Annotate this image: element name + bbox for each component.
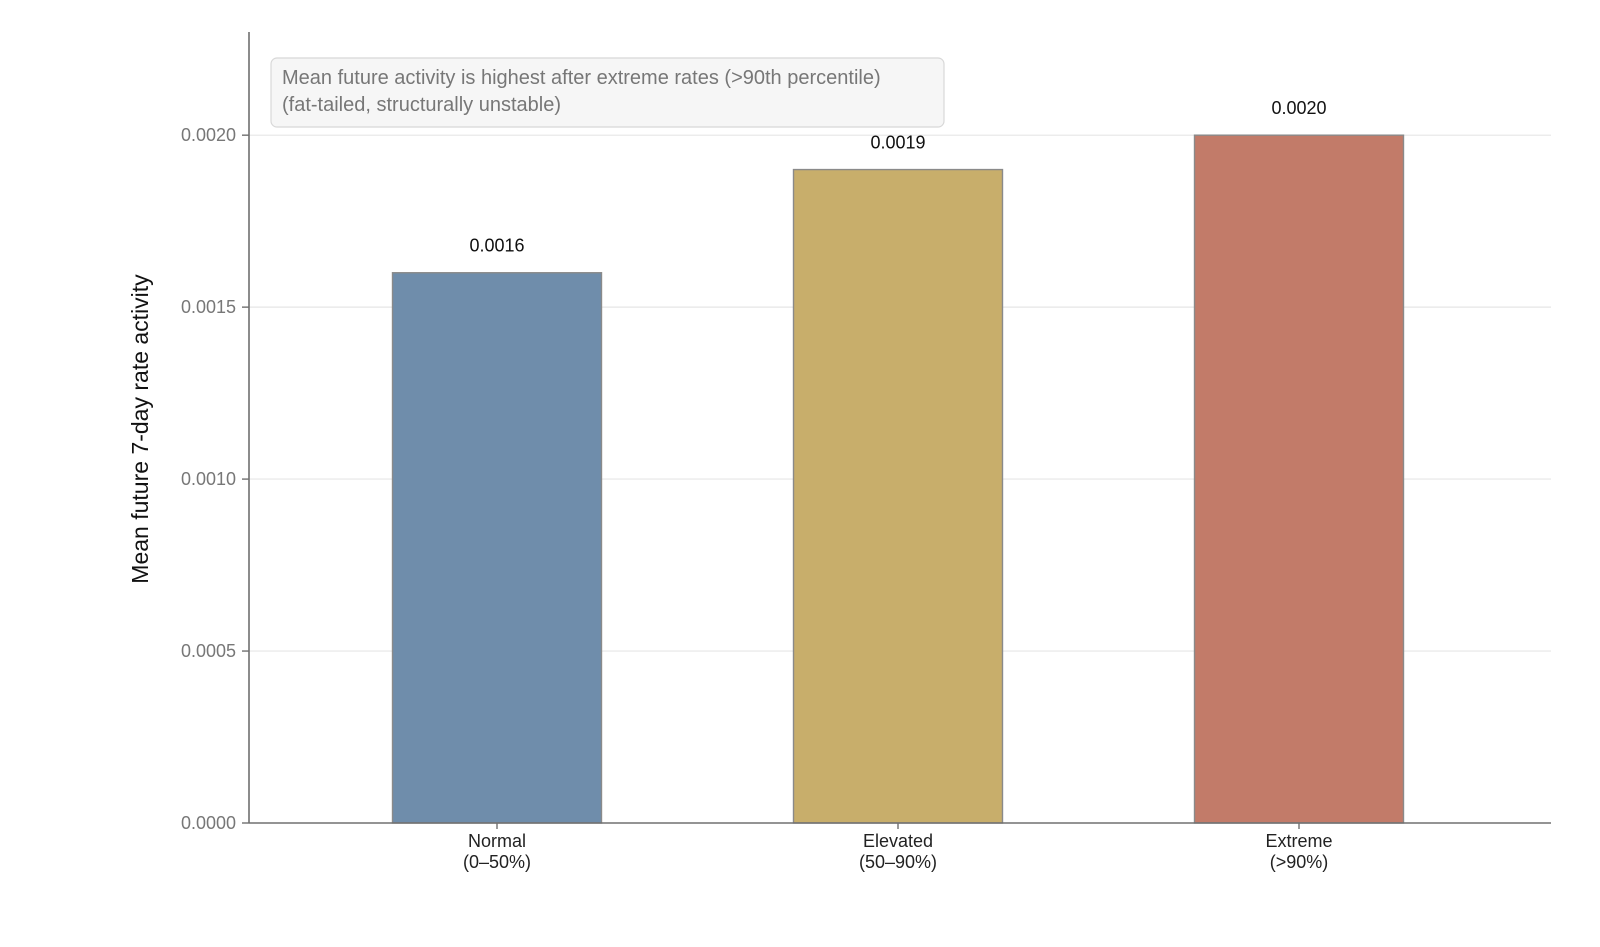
axes bbox=[248, 32, 1551, 824]
x-tick-label: (>90%) bbox=[1270, 852, 1329, 872]
x-tick-labels: Normal(0–50%) Elevated(50–90%) Extreme(>90… bbox=[463, 823, 1333, 872]
x-tick-group: Elevated(50–90%) bbox=[859, 823, 937, 872]
bar bbox=[792, 168, 1004, 824]
y-tick-label: 0.0010 bbox=[181, 469, 236, 489]
y-ticks: 0.0000 0.0005 0.0010 0.0015 0.0020 bbox=[181, 125, 249, 833]
x-tick-label: (0–50%) bbox=[463, 852, 531, 872]
bar bbox=[391, 272, 603, 824]
data-label: 0.0019 bbox=[870, 133, 925, 153]
annotation-line-2: (fat-tailed, structurally unstable) bbox=[282, 94, 561, 116]
annotation-background bbox=[270, 57, 945, 128]
annotation-line-1: Mean future activity is highest after ex… bbox=[282, 67, 881, 89]
data-labels: 0.0016 0.0019 0.0020 bbox=[469, 98, 1326, 256]
x-tick-label: Elevated bbox=[863, 831, 933, 851]
x-tick-label: (50–90%) bbox=[859, 852, 937, 872]
y-tick-label: 0.0000 bbox=[181, 813, 236, 833]
x-tick-group: Normal(0–50%) bbox=[463, 823, 531, 872]
bars bbox=[391, 134, 1405, 824]
y-tick-label: 0.0015 bbox=[181, 297, 236, 317]
x-tick-label: Extreme bbox=[1265, 831, 1332, 851]
x-tick-label: Normal bbox=[468, 831, 526, 851]
data-label: 0.0020 bbox=[1271, 98, 1326, 118]
x-tick-group: Extreme(>90%) bbox=[1265, 823, 1333, 872]
data-label: 0.0016 bbox=[469, 236, 524, 256]
annotation-box: Mean future activity is highest after ex… bbox=[270, 57, 945, 128]
bar bbox=[1193, 134, 1405, 824]
y-tick-label: 0.0020 bbox=[181, 125, 236, 145]
y-tick-label: 0.0005 bbox=[181, 641, 236, 661]
y-axis-label: Mean future 7-day rate activity bbox=[127, 274, 153, 584]
